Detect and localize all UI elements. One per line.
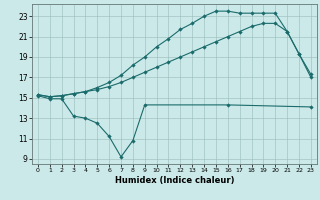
X-axis label: Humidex (Indice chaleur): Humidex (Indice chaleur)	[115, 176, 234, 185]
